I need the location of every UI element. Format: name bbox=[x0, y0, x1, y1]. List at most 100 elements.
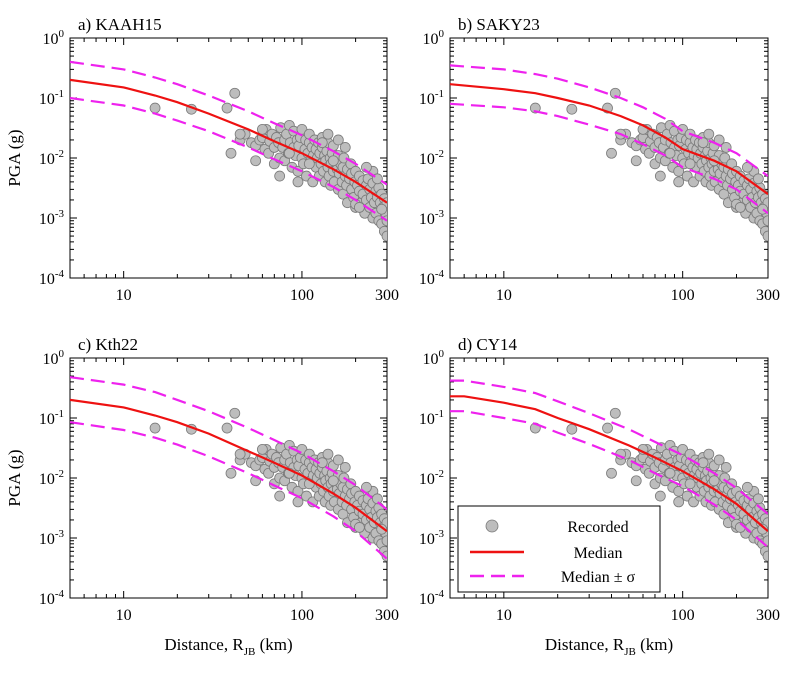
x-tick-label: 10 bbox=[496, 287, 512, 304]
recorded-point bbox=[673, 165, 685, 177]
recorded-point bbox=[339, 142, 351, 153]
y-tick-label: 10-2 bbox=[39, 148, 64, 168]
y-tick-label: 10-1 bbox=[39, 88, 64, 108]
recorded-point bbox=[250, 155, 262, 167]
recorded-point bbox=[734, 202, 746, 213]
panel-title: b) SAKY23 bbox=[458, 15, 540, 34]
recorded-point bbox=[376, 523, 387, 535]
y-tick-label: 10-2 bbox=[419, 468, 444, 488]
recorded-point bbox=[664, 467, 676, 479]
panel-a: 10 100 300 100 10-1 10-2 10-3 10-4 a) KAAH15 PGA … bbox=[5, 15, 399, 304]
recorded-point bbox=[741, 481, 753, 493]
y-tick-label: 10-3 bbox=[39, 208, 65, 228]
minus-sigma-line bbox=[70, 421, 387, 560]
recorded-point bbox=[752, 173, 764, 185]
minus-sigma-line bbox=[70, 96, 387, 222]
median-line bbox=[70, 78, 387, 204]
recorded-point bbox=[720, 462, 732, 473]
x-axis-label: Distance, RJB (km) bbox=[164, 635, 292, 658]
recorded-point bbox=[719, 472, 731, 484]
plus-sigma-line bbox=[70, 60, 387, 186]
recorded-point bbox=[697, 137, 709, 149]
y-tick-label: 100 bbox=[43, 348, 65, 368]
recorded-point bbox=[713, 454, 725, 466]
x-tick-label: 100 bbox=[290, 287, 314, 304]
recorded-point bbox=[376, 203, 387, 215]
y-axis-label: PGA (g) bbox=[5, 129, 24, 186]
y-tick-label: 10-2 bbox=[419, 148, 444, 168]
x-tick-label: 100 bbox=[671, 287, 695, 304]
legend-median-label: Median bbox=[574, 545, 623, 562]
recorded-point bbox=[229, 407, 241, 419]
recorded-point bbox=[303, 158, 315, 170]
recorded-point bbox=[256, 443, 268, 455]
recorded-point bbox=[606, 467, 617, 479]
recorded-point bbox=[339, 462, 351, 473]
recorded-point bbox=[566, 423, 578, 435]
y-tick-label: 10-4 bbox=[39, 588, 65, 608]
plus-sigma-line bbox=[70, 376, 387, 511]
y-axis-label: PGA (g) bbox=[5, 449, 24, 506]
recorded-point bbox=[338, 152, 350, 164]
recorded-point bbox=[371, 493, 383, 505]
recorded-point bbox=[327, 475, 339, 487]
median-line bbox=[450, 395, 768, 533]
recorded-point bbox=[762, 215, 768, 227]
recorded-point bbox=[149, 422, 161, 434]
recorded-point bbox=[673, 496, 685, 508]
plot-area bbox=[450, 64, 768, 242]
x-tick-label: 300 bbox=[756, 287, 780, 304]
recorded-point bbox=[703, 128, 715, 140]
recorded-point bbox=[752, 493, 764, 505]
y-tick-label: 100 bbox=[423, 348, 445, 368]
recorded-point bbox=[697, 457, 709, 469]
recorded-point bbox=[602, 422, 613, 434]
x-axis-label: Distance, RJB (km) bbox=[545, 635, 673, 658]
recorded-point bbox=[719, 152, 731, 164]
y-tick-label: 10-1 bbox=[419, 88, 444, 108]
median-line bbox=[450, 83, 768, 195]
recorded-point bbox=[221, 102, 233, 114]
y-tick-label: 100 bbox=[43, 28, 65, 48]
minus-sigma-line bbox=[450, 102, 768, 215]
y-tick-label: 10-1 bbox=[419, 408, 444, 428]
legend-recorded-label: Recorded bbox=[567, 519, 628, 536]
plot-area bbox=[450, 379, 768, 562]
recorded-point bbox=[149, 102, 161, 114]
recorded-point bbox=[234, 448, 246, 460]
recorded-point bbox=[609, 407, 621, 419]
recorded-point bbox=[606, 147, 617, 159]
recorded-point bbox=[684, 158, 696, 170]
recorded-point bbox=[762, 230, 768, 242]
recorded-point bbox=[322, 448, 334, 460]
legend: Recorded Median Median ± σ bbox=[457, 505, 661, 593]
median-line bbox=[70, 398, 387, 533]
x-tick-label: 10 bbox=[116, 287, 132, 304]
recorded-point bbox=[229, 87, 241, 99]
panel-b: 10 100 300 100 10-1 10-2 10-3 10-4 b) SAKY23 bbox=[419, 15, 780, 304]
recorded-point bbox=[673, 485, 685, 497]
recorded-point bbox=[630, 475, 642, 487]
recorded-point bbox=[322, 128, 334, 140]
recorded-point bbox=[274, 490, 286, 502]
recorded-point bbox=[529, 102, 541, 114]
y-tick-label: 10-3 bbox=[419, 528, 445, 548]
panel-d: 10 100 300 100 10-1 10-2 10-3 10-4 d) CY14 Distan… bbox=[419, 335, 780, 658]
x-tick-label: 100 bbox=[290, 607, 314, 624]
recorded-point bbox=[274, 170, 286, 182]
legend-sigma-label: Median ± σ bbox=[561, 569, 636, 586]
y-tick-label: 10-1 bbox=[39, 408, 64, 428]
recorded-point bbox=[757, 523, 768, 535]
recorded-point bbox=[762, 550, 768, 562]
recorded-point bbox=[630, 155, 642, 167]
recorded-point bbox=[664, 147, 676, 159]
panel-c: 10 100 300 100 10-1 10-2 10-3 10-4 c) Kth22 PGA (… bbox=[5, 335, 399, 658]
y-tick-label: 100 bbox=[423, 28, 445, 48]
minus-sigma-line bbox=[450, 410, 768, 549]
recorded-point bbox=[703, 448, 715, 460]
panel-title: a) KAAH15 bbox=[78, 15, 162, 34]
recorded-point bbox=[673, 176, 685, 188]
recorded-point bbox=[292, 496, 304, 508]
recorded-point bbox=[381, 230, 387, 242]
